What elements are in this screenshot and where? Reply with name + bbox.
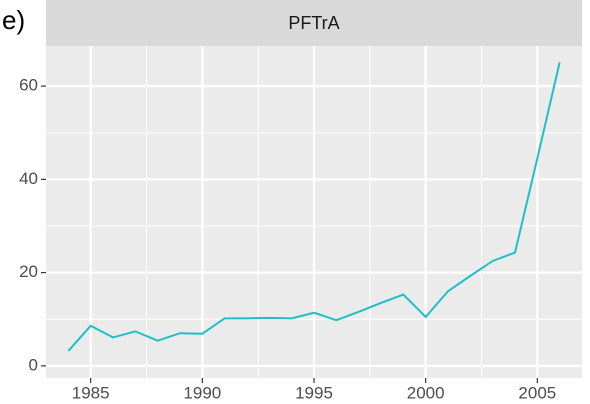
x-tick-label: 1985 — [72, 383, 110, 402]
y-tick-label: 0 — [29, 355, 38, 374]
y-tick-label: 40 — [19, 169, 38, 188]
x-tick-label: 1995 — [295, 383, 333, 402]
strip — [46, 0, 582, 46]
line — [67, 62, 561, 352]
y-tick-label: 60 — [19, 76, 38, 95]
annotation: e) — [2, 5, 25, 35]
strip-title: PFTrA — [288, 13, 339, 33]
x-tick-label: 2000 — [407, 383, 445, 402]
x-tick-label: 1990 — [183, 383, 221, 402]
y-tick-label: 20 — [19, 262, 38, 281]
x-tick-label: 2005 — [518, 383, 556, 402]
